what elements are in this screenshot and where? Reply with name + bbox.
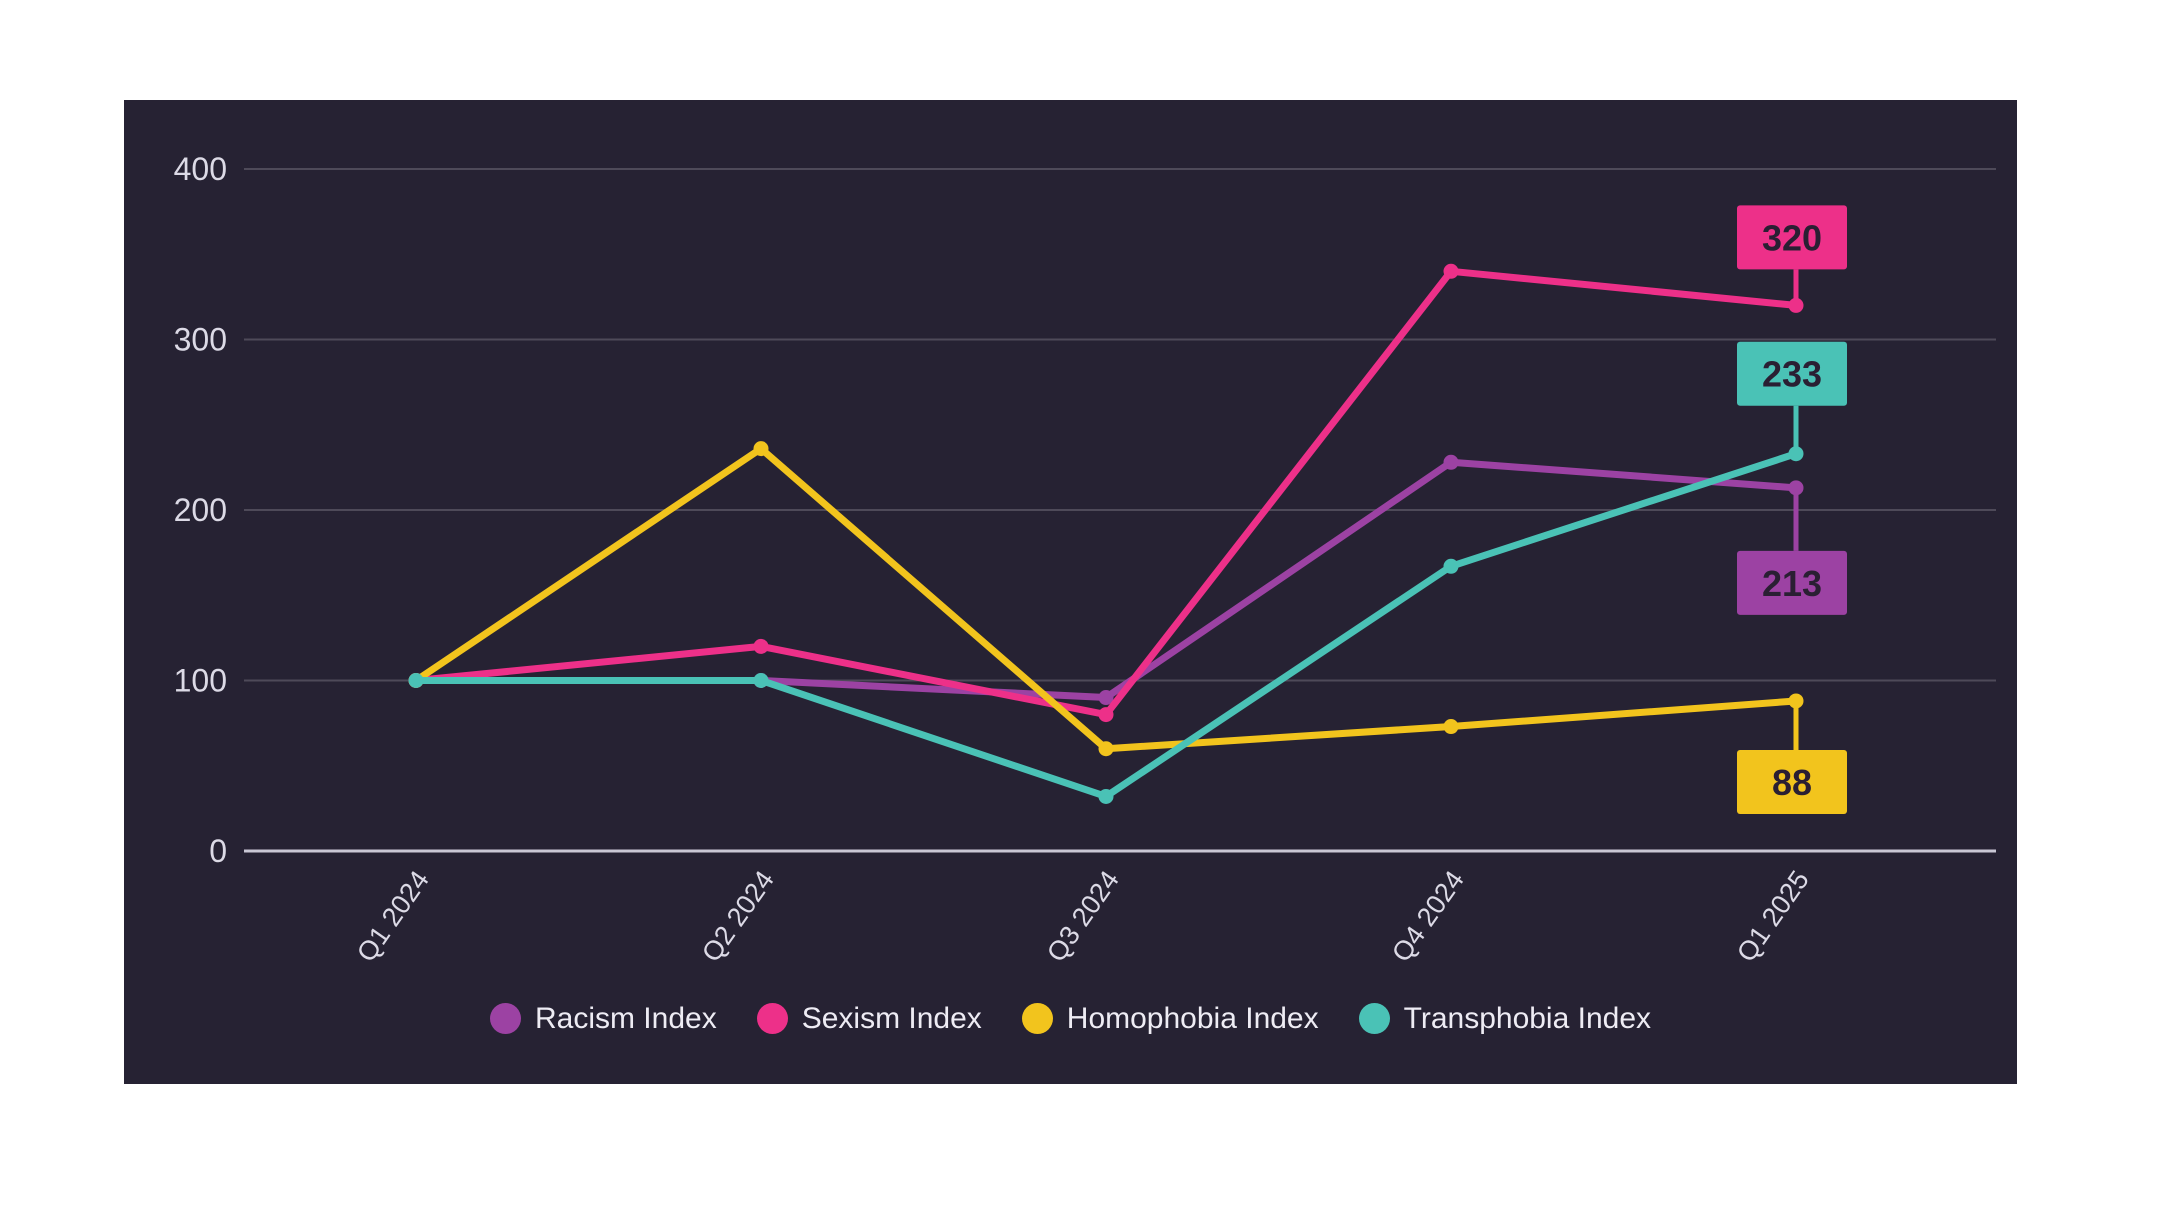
value-label-box-homophobia-index [1737,749,1847,814]
value-label-text-transphobia-index: 233 [1762,354,1822,395]
x-axis-tick-label: Q1 2025 [1731,865,1815,967]
value-label-box-sexism-index [1737,205,1847,270]
y-axis-tick-label: 100 [174,663,227,699]
value-label-text-racism-index: 213 [1762,563,1822,604]
data-point-racism-index [1443,454,1459,470]
value-label-box-transphobia-index [1737,341,1847,406]
chart-panel: 400 300 200 100 0 Q1 2024 Q2 2024 Q3 2024 Q4 202… [124,100,2017,1084]
homophobia-legend-dot-icon [1021,1003,1053,1034]
y-axis-tick-label: 200 [174,492,227,528]
legend-item-sexism-index[interactable]: Sexism Index [756,1001,982,1035]
x-axis-tick-label: Q3 2024 [1041,865,1125,967]
value-label-text-homophobia-index: 88 [1772,762,1812,803]
data-point-homophobia-index [753,441,769,457]
data-point-transphobia-index [753,673,769,688]
data-point-transphobia-index [1443,558,1459,574]
racism-legend-dot-icon [489,1003,521,1034]
data-point-sexism-index [1098,707,1114,723]
y-axis-tick-label: 0 [209,833,227,869]
value-label-box-racism-index [1737,550,1847,615]
legend-label-sexism: Sexism Index [801,1001,982,1035]
data-point-homophobia-index [1443,719,1459,735]
data-point-homophobia-index [1098,741,1114,757]
legend-item-homophobia-index[interactable]: Homophobia Index [1021,1001,1319,1035]
x-axis-tick-label: Q2 2024 [696,865,780,967]
data-point-sexism-index [1443,263,1459,279]
data-point-transphobia-index [408,673,424,688]
transphobia-legend-dot-icon [1358,1003,1390,1034]
chart-legend: Racism Index Sexism Index Homophobia Ind… [124,1003,2017,1034]
sexism-legend-dot-icon [756,1003,788,1034]
x-axis-tick-label: Q1 2024 [351,865,435,967]
legend-item-racism-index[interactable]: Racism Index [489,1001,717,1035]
legend-item-transphobia-index[interactable]: Transphobia Index [1358,1001,1652,1035]
data-point-transphobia-index [1098,788,1114,804]
y-axis-tick-label: 300 [174,322,227,358]
legend-label-homophobia: Homophobia Index [1066,1001,1319,1035]
data-point-racism-index [1098,690,1114,706]
y-axis-tick-label: 400 [174,151,227,187]
value-label-text-sexism-index: 320 [1762,217,1822,258]
line-chart: 400 300 200 100 0 Q1 2024 Q2 2024 Q3 2024 Q4 202… [174,151,1996,967]
legend-label-racism: Racism Index [534,1001,717,1035]
legend-label-transphobia: Transphobia Index [1403,1001,1652,1035]
series-line-sexism-index [412,267,1800,719]
x-axis-tick-label: Q4 2024 [1386,865,1470,967]
data-point-sexism-index [753,638,769,654]
